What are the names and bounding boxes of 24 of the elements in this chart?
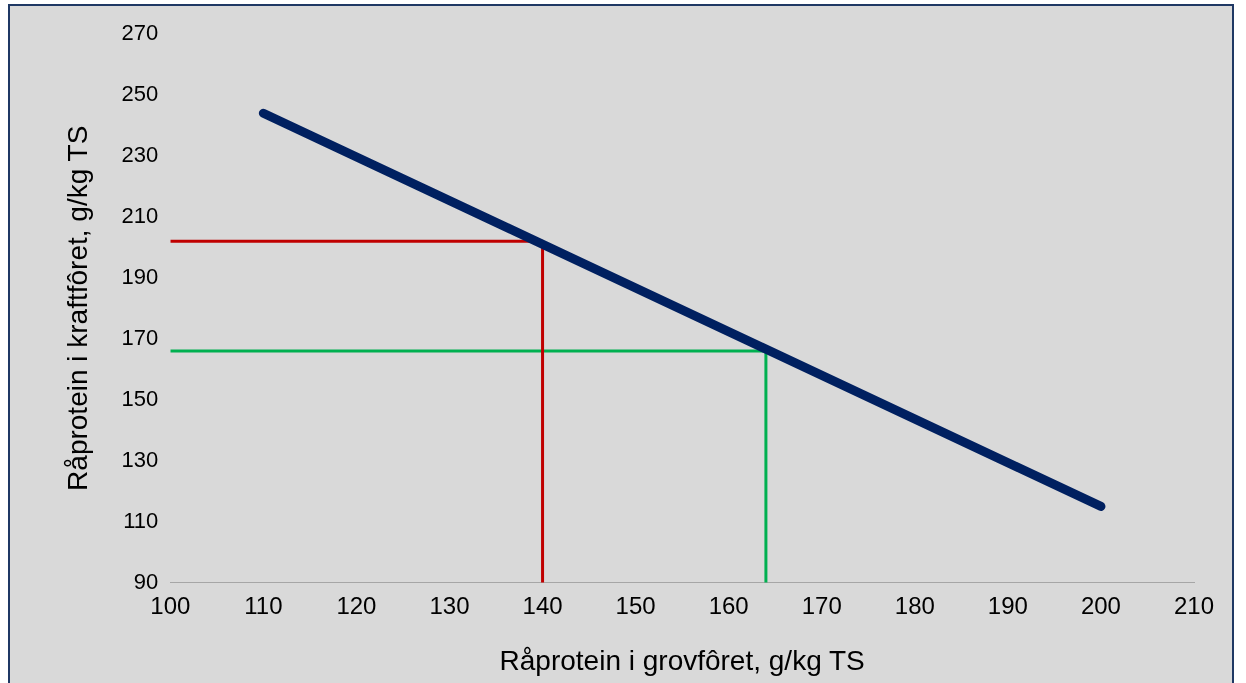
x-tick-label: 100 xyxy=(150,591,191,619)
x-tick-label: 210 xyxy=(1173,591,1215,619)
x-tick-label: 200 xyxy=(1080,591,1121,619)
x-tick-label: 110 xyxy=(244,591,283,619)
x-tick-label: 160 xyxy=(708,591,749,619)
x-tick-label: 130 xyxy=(429,591,470,619)
y-tick-label: 210 xyxy=(121,202,159,228)
x-tick-label: 180 xyxy=(894,591,935,619)
y-tick-label: 230 xyxy=(121,141,159,167)
y-tick-label: 250 xyxy=(121,81,159,107)
y-tick-label: 150 xyxy=(121,385,159,411)
y-tick-label: 90 xyxy=(133,568,159,594)
x-tick-label: 140 xyxy=(522,591,563,619)
x-tick-label: 170 xyxy=(801,591,842,619)
y-tick-label: 190 xyxy=(121,263,159,289)
x-tick-label: 150 xyxy=(615,591,656,619)
x-axis-title: Råprotein i grovfôret, g/kg TS xyxy=(499,644,865,676)
x-tick-label: 120 xyxy=(336,591,377,619)
y-tick-label: 110 xyxy=(123,507,159,533)
y-axis-title: Råprotein i kraftfôret, g/kg TS xyxy=(61,125,93,491)
y-tick-label: 130 xyxy=(121,446,159,472)
y-tick-label: 270 xyxy=(121,20,159,46)
x-tick-label: 190 xyxy=(987,591,1028,619)
y-tick-label: 170 xyxy=(121,324,159,350)
